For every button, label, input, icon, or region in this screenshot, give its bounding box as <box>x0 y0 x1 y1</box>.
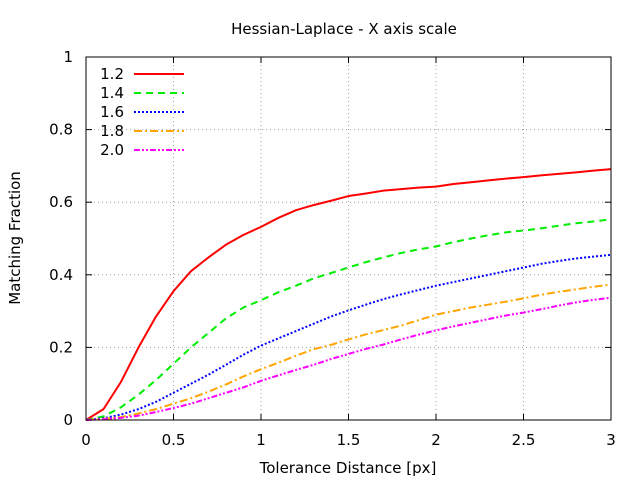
series-line-1.6 <box>85 253 612 421</box>
y-tick-label: 0.4 <box>49 266 73 284</box>
x-tick-label: 2.5 <box>512 431 536 449</box>
series-line-1.2 <box>85 168 612 421</box>
y-axis-label: Matching Fraction <box>6 171 24 305</box>
x-tick-label: 1.5 <box>337 431 361 449</box>
legend-label: 1.8 <box>100 122 124 140</box>
legend-label: 1.2 <box>100 65 124 83</box>
y-tick-label: 0.2 <box>49 338 73 356</box>
x-tick-label: 1 <box>256 431 266 449</box>
x-tick-label: 0.5 <box>162 431 186 449</box>
legend: 1.21.41.61.82.0 <box>100 65 184 159</box>
axis-ticks: 0 0.5 1 1.5 2 2.5 3 0 0.2 0.4 0.6 0.8 1 <box>49 48 616 449</box>
x-axis-label: Tolerance Distance [px] <box>259 459 437 477</box>
plot-border <box>85 56 612 421</box>
x-tick-label: 3 <box>606 431 616 449</box>
y-tick-label: 1 <box>63 48 73 66</box>
series-line-2.0 <box>85 296 612 421</box>
grid <box>86 57 611 420</box>
x-tick-label: 2 <box>431 431 441 449</box>
y-tick-label: 0.8 <box>49 121 73 139</box>
series-lines <box>85 168 612 421</box>
x-tick-label: 0 <box>81 431 91 449</box>
legend-label: 1.6 <box>100 103 124 121</box>
y-tick-label: 0.6 <box>49 193 73 211</box>
legend-label: 2.0 <box>100 141 124 159</box>
legend-label: 1.4 <box>100 84 124 102</box>
chart-title: Hessian-Laplace - X axis scale <box>231 20 457 38</box>
y-tick-label: 0 <box>63 411 73 429</box>
series-line-1.8 <box>85 283 612 421</box>
